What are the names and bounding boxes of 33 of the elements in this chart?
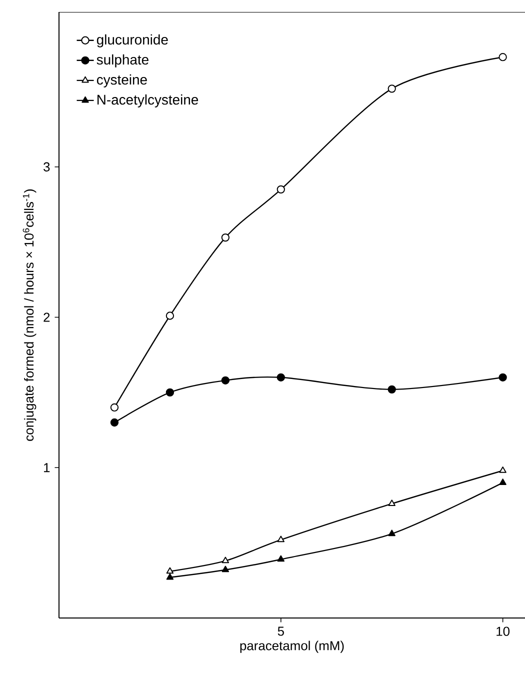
legend-label: glucuronide (96, 34, 168, 48)
point (166, 567, 174, 574)
point (277, 536, 285, 542)
point (277, 555, 285, 562)
y-tick-label: 2 (44, 312, 50, 322)
x-tick-label: 5 (278, 626, 284, 636)
point (499, 466, 506, 473)
point (110, 418, 119, 427)
point (276, 373, 285, 382)
legend-label: cysteine (96, 74, 147, 88)
point (110, 403, 119, 412)
y-axis-title: conjugate formed (nmol / hours × 10$^{6}$cells$^{-1}$) (22, 189, 36, 441)
point (388, 385, 396, 394)
point (388, 84, 396, 93)
y-tick-label: 1 (44, 463, 50, 472)
point (166, 312, 174, 320)
point (498, 53, 507, 62)
point (498, 373, 507, 382)
point (166, 573, 174, 580)
point (276, 185, 285, 194)
x-axis-title: paracetamol (mM) (240, 640, 344, 653)
point (499, 478, 506, 485)
point (221, 233, 230, 242)
legend-label: N-acetylcysteine (98, 94, 198, 108)
legend-label: sulphate (96, 54, 148, 68)
point (222, 556, 230, 564)
point (388, 530, 396, 536)
x-tick-label: 10 (496, 626, 510, 636)
point (221, 376, 230, 384)
y-tick-label: 3 (44, 162, 50, 172)
point (166, 388, 174, 397)
point (388, 500, 396, 506)
point (222, 566, 230, 572)
